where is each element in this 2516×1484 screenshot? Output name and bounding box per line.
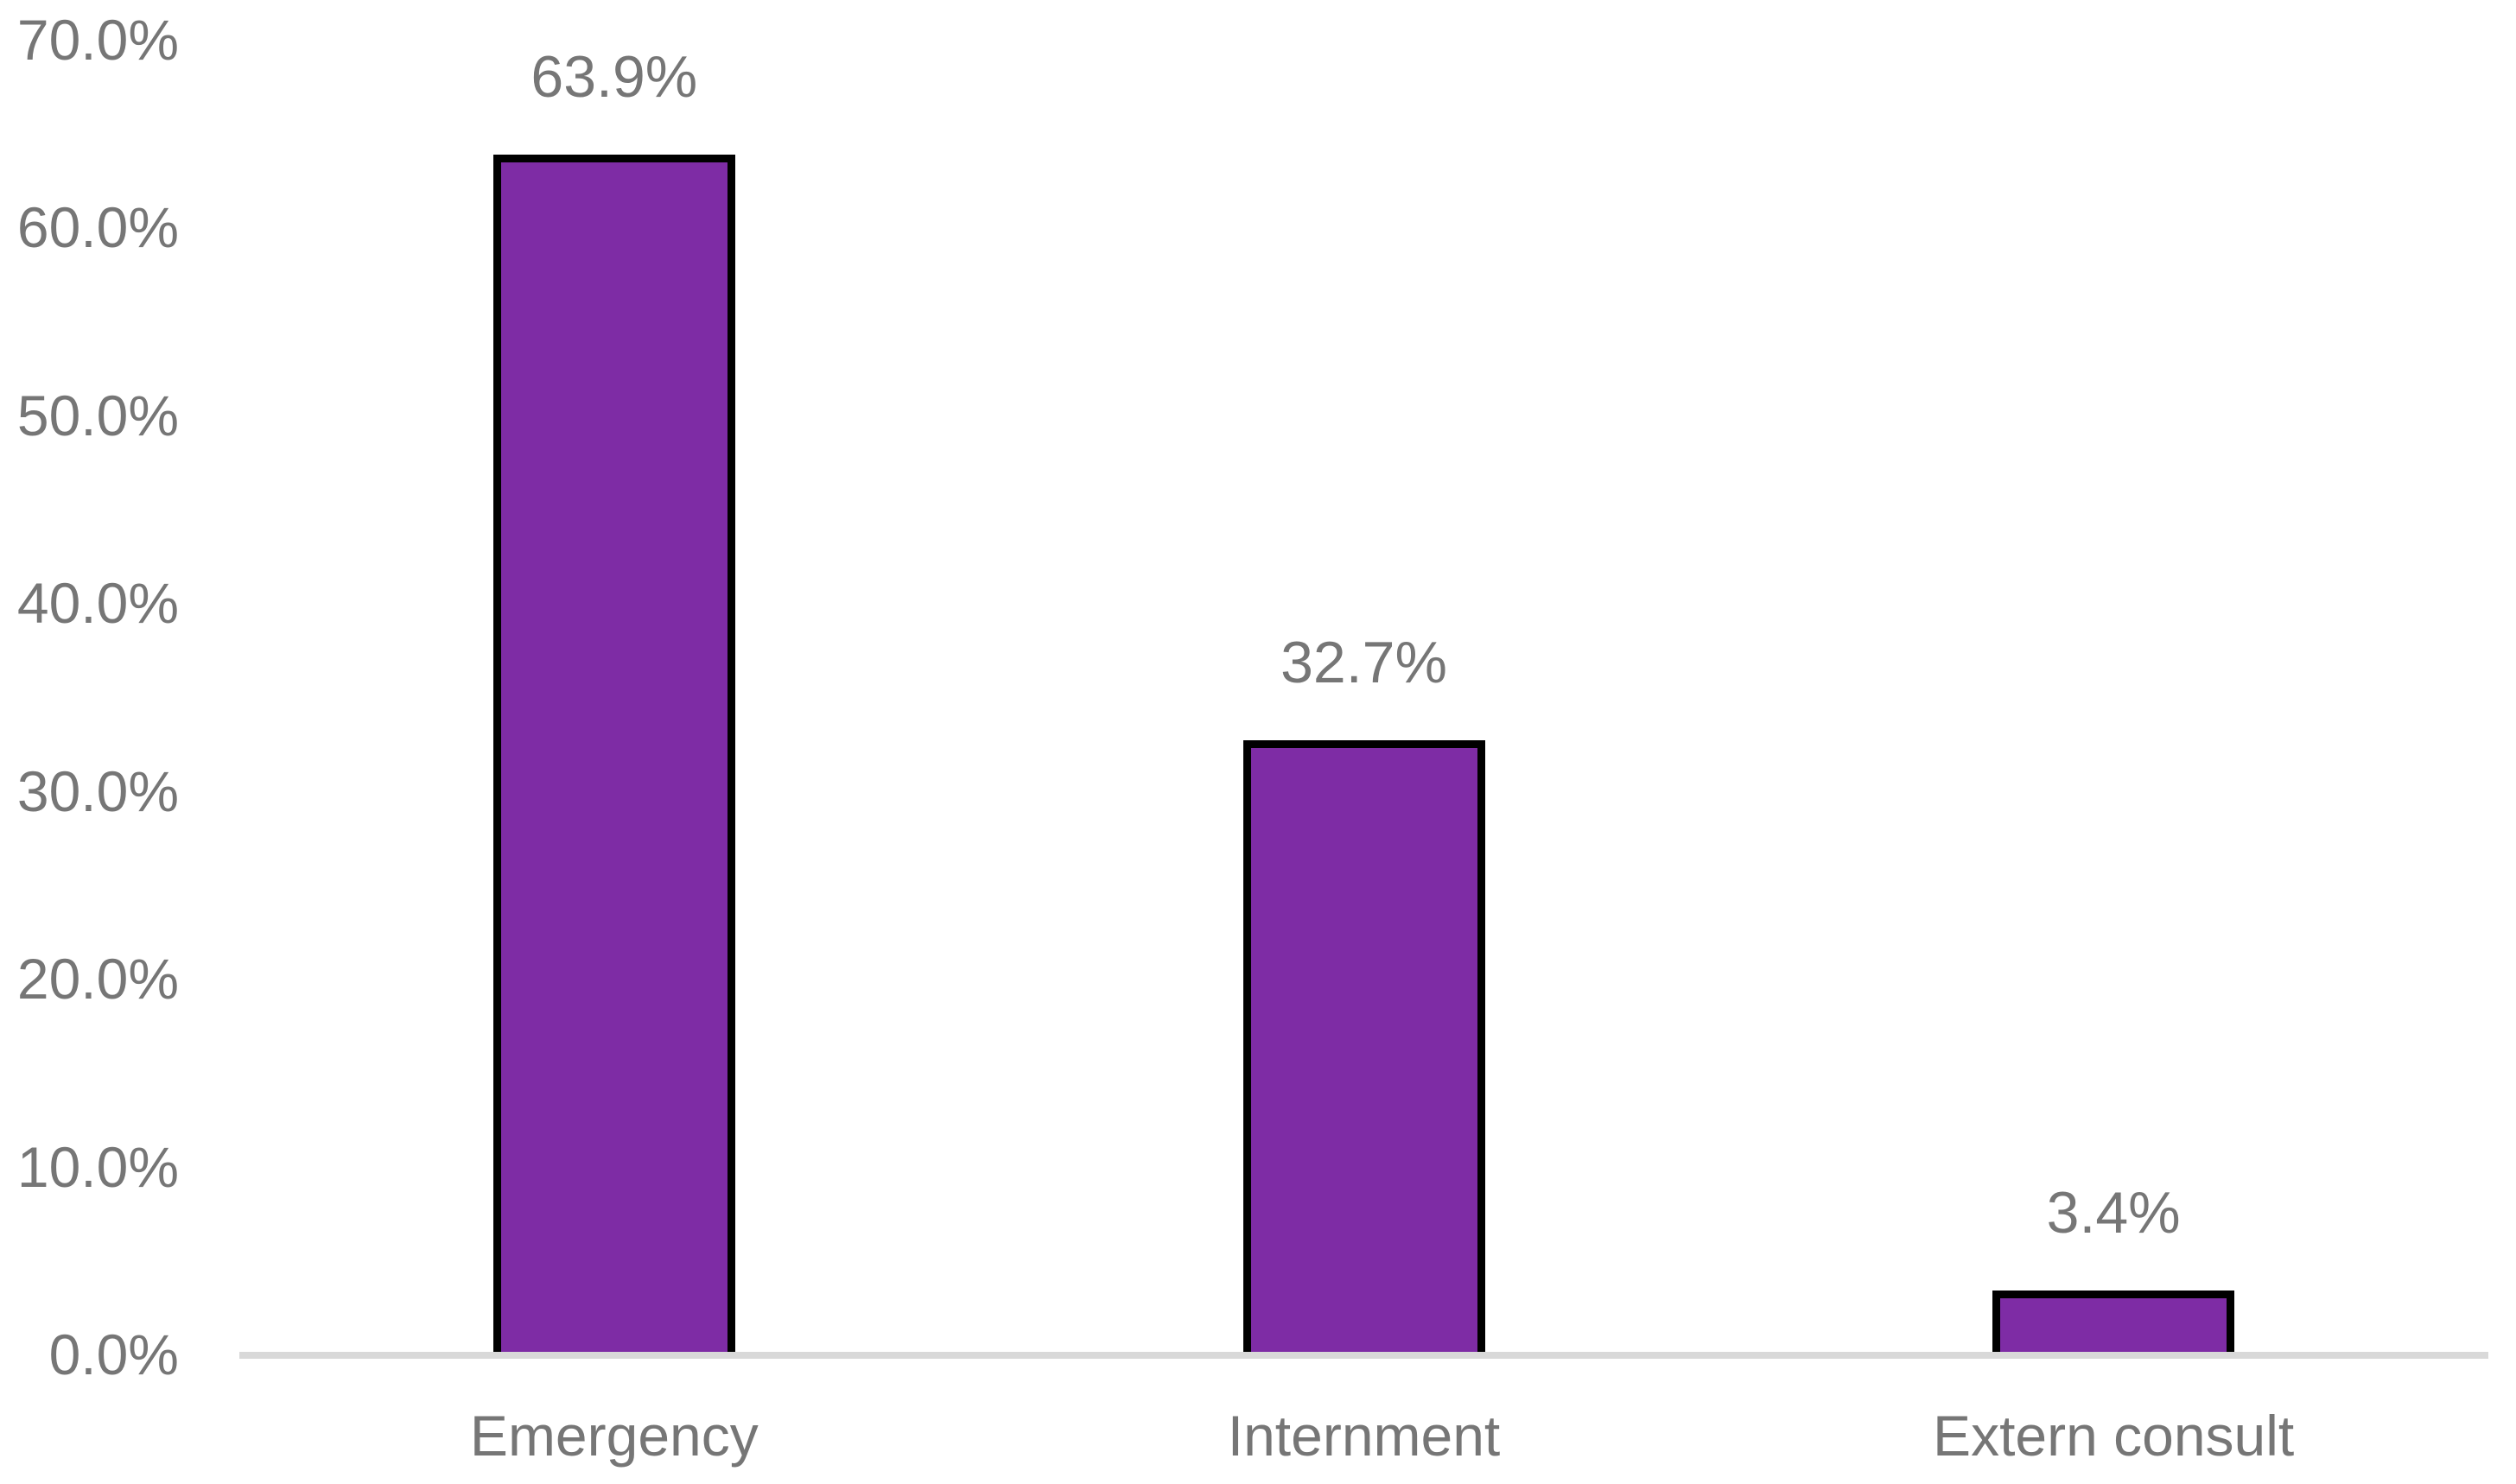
- y-axis-tick-label: 40.0%: [16, 571, 179, 636]
- y-axis-tick-label: 70.0%: [16, 7, 179, 72]
- data-label: 3.4%: [2046, 1180, 2181, 1246]
- category-label: Internment: [1227, 1404, 1501, 1468]
- category-label: Extern consult: [1933, 1404, 2295, 1468]
- bar-extern-consult: [1992, 1291, 2235, 1354]
- y-axis-tick-label: 60.0%: [16, 195, 179, 260]
- y-axis-tick-label: 50.0%: [16, 383, 179, 447]
- y-axis-tick-label: 20.0%: [16, 947, 179, 1012]
- y-axis-tick-label: 0.0%: [48, 1322, 179, 1386]
- category-label: Emergency: [469, 1404, 759, 1468]
- y-axis-tick-label: 30.0%: [16, 758, 179, 823]
- y-axis-tick-label: 10.0%: [16, 1134, 179, 1199]
- bar-internment: [1242, 740, 1485, 1354]
- data-label: 32.7%: [1280, 630, 1447, 695]
- bar-emergency: [492, 154, 735, 1354]
- x-axis-line: [239, 1352, 2488, 1359]
- data-label: 63.9%: [531, 43, 698, 110]
